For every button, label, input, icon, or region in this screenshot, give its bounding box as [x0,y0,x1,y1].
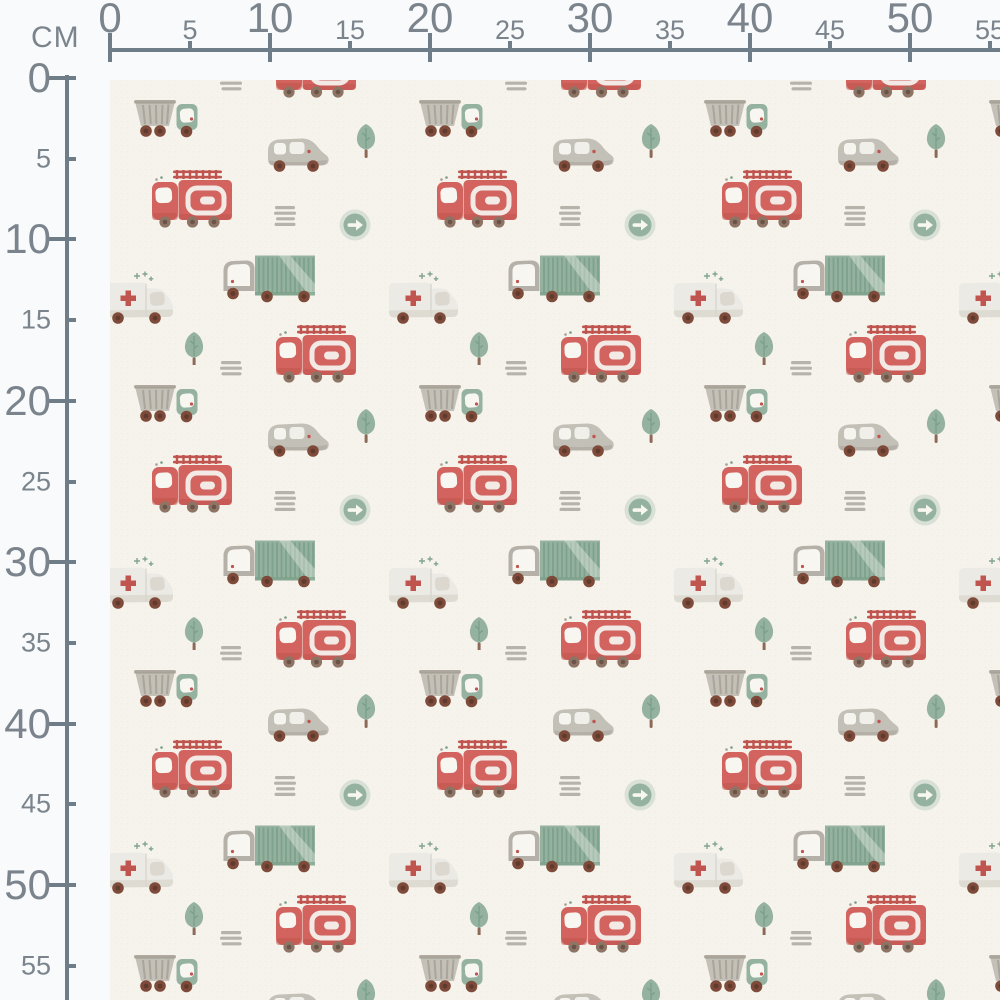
fabric-pattern [110,80,1000,1000]
unit-label: CM [31,21,80,54]
